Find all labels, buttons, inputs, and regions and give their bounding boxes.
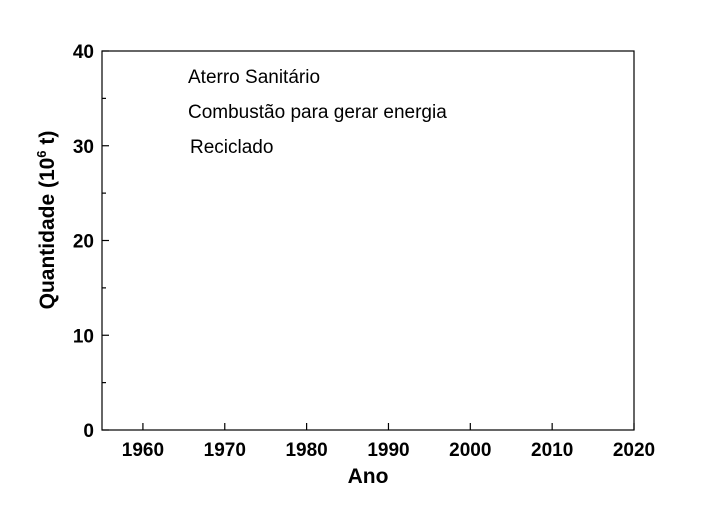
y-axis-title: Quantidade (106 t) — [34, 131, 59, 310]
y-tick-label: 20 — [73, 232, 94, 253]
x-axis-title: Ano — [348, 465, 389, 488]
axis-tick-labels: 1960 1970 1980 1990 2000 2010 2020 0 10 20 30 40 — [73, 42, 655, 461]
y-tick-label: 0 — [83, 421, 94, 442]
axis-ticks — [102, 50, 635, 431]
x-tick-label: 2000 — [449, 440, 491, 461]
y-tick-label: 30 — [73, 137, 94, 158]
y-tick-label: 40 — [73, 42, 94, 63]
legend-entry-aterro: Aterro Sanitário — [188, 67, 320, 88]
y-axis-title-main: Quantidade (10 — [36, 158, 59, 310]
legend-entry-combustao: Combustão para gerar energia — [188, 102, 447, 123]
y-axis-title-tail: t) — [36, 131, 59, 151]
x-tick-label: 1970 — [204, 440, 246, 461]
x-tick-label: 1960 — [122, 440, 164, 461]
x-tick-label: 2010 — [531, 440, 573, 461]
y-tick-label: 10 — [73, 326, 94, 347]
legend: Aterro Sanitário Combustão para gerar en… — [188, 67, 447, 158]
y-axis-title-sup: 6 — [34, 150, 49, 157]
x-tick-label: 2020 — [613, 440, 655, 461]
x-tick-label: 1990 — [367, 440, 409, 461]
x-tick-label: 1980 — [285, 440, 327, 461]
legend-entry-reciclado: Reciclado — [190, 137, 273, 158]
